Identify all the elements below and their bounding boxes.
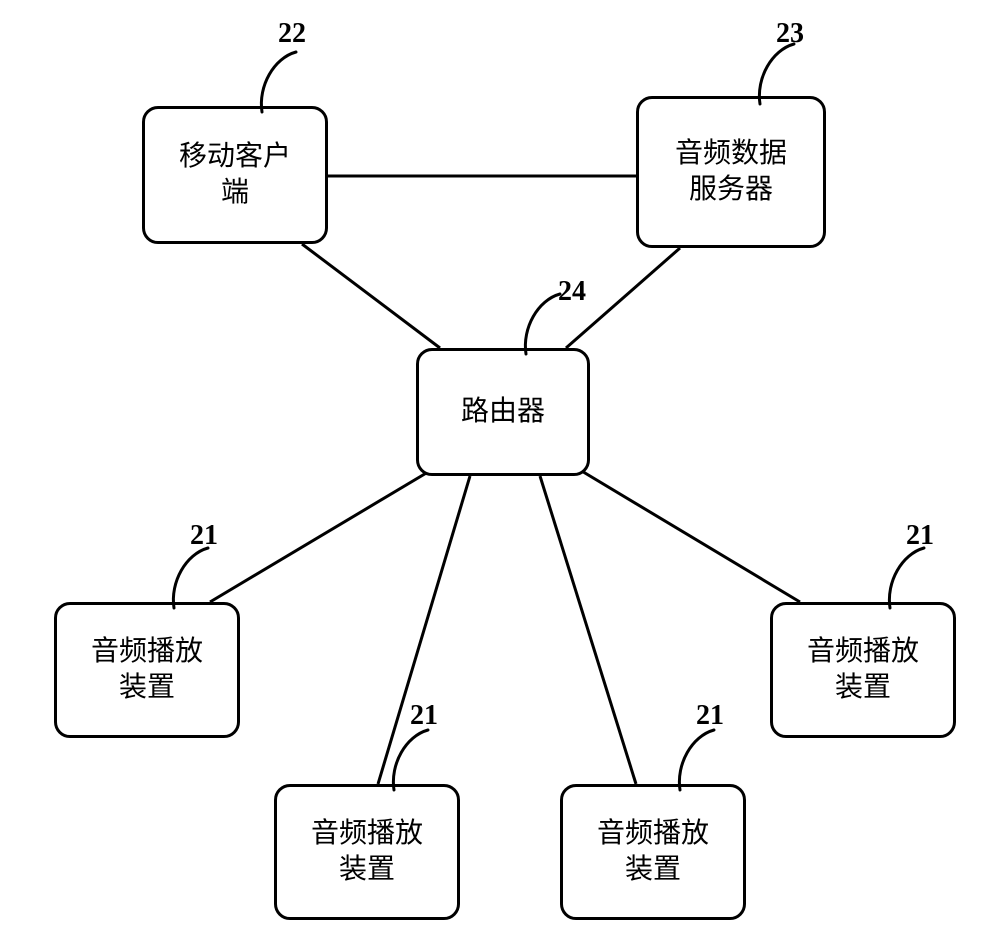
leader-arc-decoder4 — [878, 542, 938, 612]
edge-router-decoder4 — [580, 470, 800, 602]
node-decoder3: 音频播放 装置 — [560, 784, 746, 920]
leader-arc-decoder1 — [162, 542, 222, 612]
node-decoder4: 音频播放 装置 — [770, 602, 956, 738]
node-server-text: 音频数据 服务器 — [675, 136, 787, 209]
node-decoder4-text: 音频播放 装置 — [807, 634, 919, 707]
node-router: 路由器 — [416, 348, 590, 476]
label-router: 24 — [558, 276, 586, 308]
label-decoder3: 21 — [696, 700, 724, 732]
node-router-text: 路由器 — [461, 394, 545, 430]
label-decoder4: 21 — [906, 520, 934, 552]
node-decoder1-text: 音频播放 装置 — [91, 634, 203, 707]
leader-arc-decoder2 — [382, 724, 442, 794]
edge-client-router — [302, 244, 440, 348]
label-client: 22 — [278, 18, 306, 50]
leader-arc-client — [250, 46, 310, 116]
label-decoder2: 21 — [410, 700, 438, 732]
network-diagram: 移动客户 端 22 音频数据 服务器 23 路由器 24 音频播放 装置 21 音频播放 装置 2… — [0, 0, 1000, 952]
node-decoder2: 音频播放 装置 — [274, 784, 460, 920]
leader-arc-decoder3 — [668, 724, 728, 794]
edge-router-decoder3 — [540, 476, 636, 784]
node-server: 音频数据 服务器 — [636, 96, 826, 248]
node-decoder1: 音频播放 装置 — [54, 602, 240, 738]
node-decoder2-text: 音频播放 装置 — [311, 816, 423, 889]
node-client: 移动客户 端 — [142, 106, 328, 244]
edge-router-decoder1 — [210, 472, 428, 602]
node-decoder3-text: 音频播放 装置 — [597, 816, 709, 889]
node-client-text: 移动客户 端 — [179, 139, 291, 212]
label-server: 23 — [776, 18, 804, 50]
label-decoder1: 21 — [190, 520, 218, 552]
